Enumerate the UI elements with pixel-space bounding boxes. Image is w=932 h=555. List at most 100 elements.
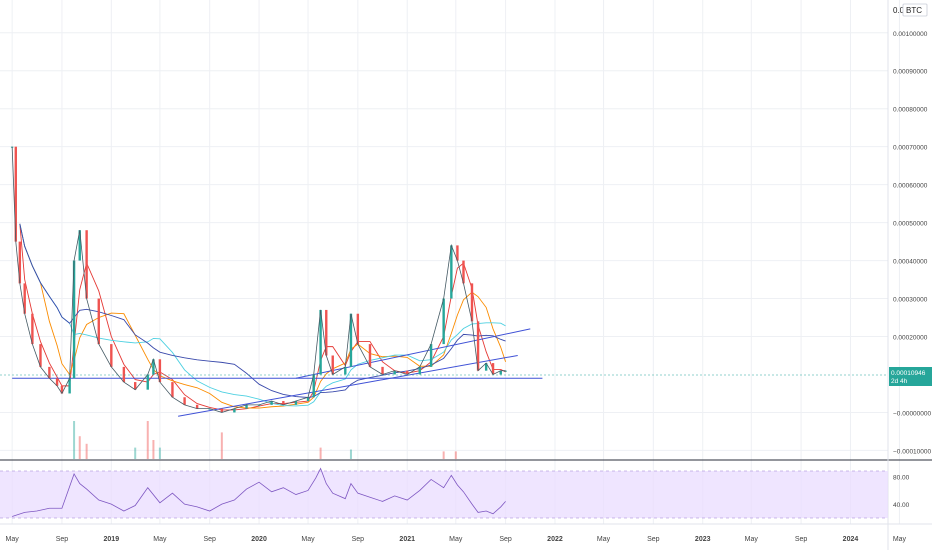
price-candle — [319, 309, 322, 375]
rsi-axis: 80.00 40.00 — [893, 475, 910, 509]
price-candle — [14, 146, 17, 242]
price-line — [11, 146, 506, 413]
time-tick-label: Sep — [647, 536, 660, 543]
price-candle — [462, 260, 465, 284]
time-tick-label: Sep — [352, 536, 365, 543]
price-tick-label: 0.00100000 — [893, 31, 928, 38]
time-tick-label: 2023 — [695, 536, 711, 543]
time-tick-label: May — [449, 536, 463, 543]
price-candle — [442, 298, 445, 345]
price-candle — [245, 404, 248, 409]
time-tick-label: May — [6, 536, 20, 543]
price-candle — [270, 401, 273, 405]
price-tick-label: 0.00050000 — [893, 221, 928, 228]
price-candle — [344, 366, 347, 375]
price-candle — [220, 408, 224, 413]
volume-bar — [442, 451, 445, 459]
trendline-1[interactable] — [178, 354, 518, 417]
price-candle — [208, 408, 211, 410]
price-candle — [195, 404, 199, 409]
price-candle — [97, 298, 100, 345]
volume-bar — [349, 449, 352, 459]
price-candle — [122, 366, 126, 383]
ma-long-line — [19, 223, 506, 398]
last-price-tag-bg — [889, 367, 932, 386]
price-tick-label: −0.00000000 — [893, 410, 932, 417]
time-tick-label: May — [153, 536, 167, 543]
time-tick-label: May — [893, 536, 907, 543]
price-candle — [23, 283, 26, 314]
price-candle — [306, 397, 310, 402]
time-tick-label: Sep — [56, 536, 69, 543]
price-candle — [484, 363, 488, 371]
volume-bar — [454, 451, 457, 459]
price-candle — [356, 313, 360, 345]
volume-bar — [146, 421, 149, 459]
price-candle — [158, 359, 162, 383]
price-tick-label: 0.00040000 — [893, 259, 928, 266]
price-candle — [312, 374, 315, 398]
price-candle — [171, 382, 174, 398]
price-tick-label: 0.00080000 — [893, 107, 928, 114]
price-candle — [331, 355, 334, 375]
time-tick-label: Sep — [795, 536, 808, 543]
price-candle — [450, 245, 453, 299]
price-candle — [406, 370, 409, 375]
time-tick-label: Sep — [499, 536, 512, 543]
price-candle — [68, 378, 71, 394]
price-candle — [60, 385, 64, 394]
price-tick-label: −0.00010000 — [893, 448, 932, 455]
volume-bar — [73, 421, 76, 459]
price-candle — [381, 366, 384, 375]
price-candle — [418, 366, 421, 375]
price-candle — [499, 370, 502, 375]
price-candle — [110, 344, 113, 367]
price-candle — [504, 370, 507, 372]
price-candle — [55, 378, 59, 386]
price-tick-label: 0.00020000 — [893, 335, 928, 342]
volume-bar — [152, 440, 155, 459]
price-candle — [233, 408, 236, 413]
price-candle — [39, 344, 42, 367]
time-tick-label: 2024 — [843, 536, 859, 543]
time-tick-label: May — [745, 536, 759, 543]
price-candle — [31, 313, 34, 345]
price-candle — [72, 260, 76, 379]
header: 0.0 BTC — [893, 3, 928, 17]
currency-badge[interactable] — [902, 3, 928, 17]
time-tick-label: 2019 — [104, 536, 120, 543]
price-candle — [476, 321, 480, 371]
price-candle — [152, 359, 155, 375]
price-candle — [429, 344, 433, 367]
trendlines[interactable] — [12, 328, 543, 417]
price-candle — [48, 366, 51, 379]
time-axis[interactable]: May Sep 2019 May Sep 2020 May Sep 2021 May Sep 2022… — [6, 536, 907, 543]
price-candle — [85, 230, 88, 299]
price-tick-label: 0.00060000 — [893, 183, 928, 190]
rsi-polyline — [12, 467, 506, 517]
price-candle — [282, 401, 285, 405]
price-candle — [470, 283, 474, 322]
ma-fast-line — [19, 223, 506, 411]
trendline-2[interactable] — [295, 328, 531, 379]
volume-bar — [158, 447, 161, 459]
price-candle — [78, 230, 81, 261]
last-price-value: 0.00010946 — [891, 370, 926, 377]
price-candle — [183, 397, 186, 405]
last-price-tag: 0.00010946 2d 4h — [889, 367, 932, 386]
price-axis[interactable]: 0.00100000 0.00090000 0.00080000 0.00070000… — [893, 31, 932, 456]
price-candle — [146, 374, 149, 390]
time-tick-label: May — [301, 536, 315, 543]
currency-prefix: 0.0 — [893, 6, 905, 15]
grid — [0, 0, 900, 524]
time-tick-label: Sep — [203, 536, 216, 543]
price-tick-label: 0.00030000 — [893, 297, 928, 304]
volume-bars — [73, 421, 457, 459]
price-candle — [349, 313, 353, 367]
rsi-band — [0, 471, 888, 518]
volume-bar — [319, 447, 322, 459]
last-price-countdown: 2d 4h — [891, 378, 908, 385]
price-candle — [325, 309, 328, 356]
